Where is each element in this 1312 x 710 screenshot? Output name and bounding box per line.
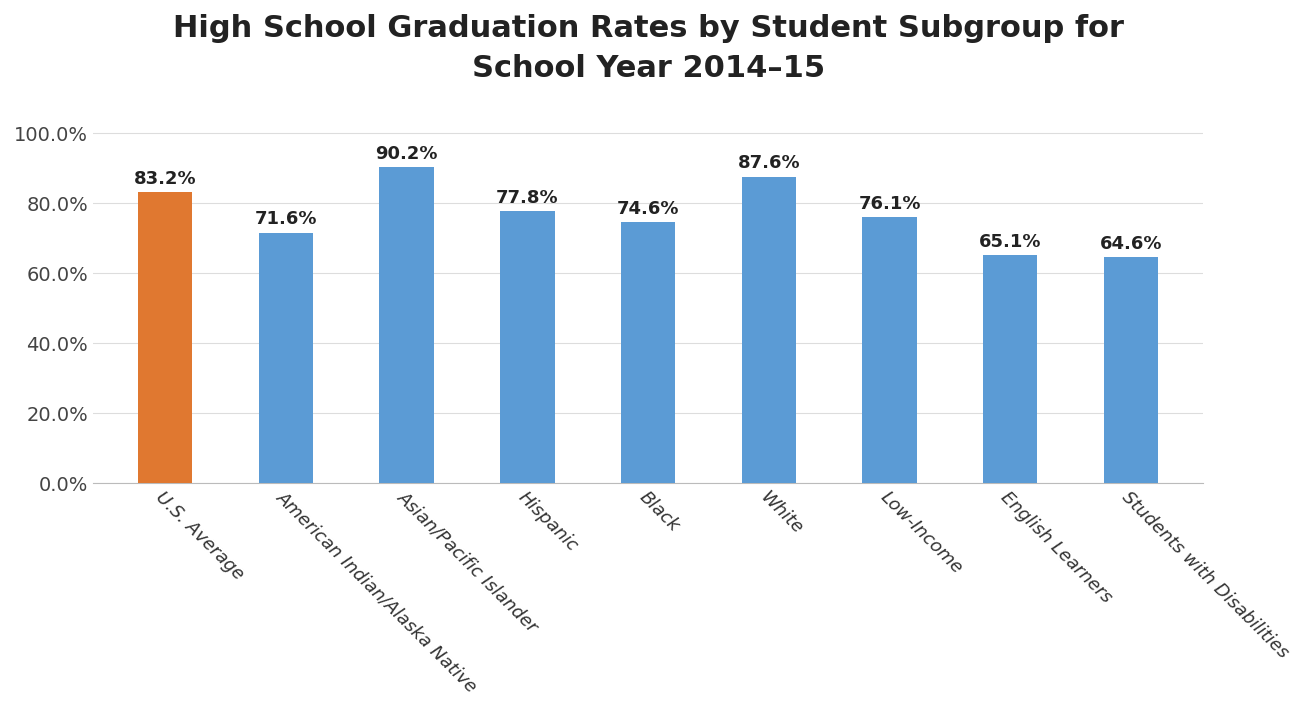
Bar (983, 256, 1038, 484)
Bar (1103, 257, 1158, 484)
Bar (258, 233, 314, 484)
Bar (741, 177, 796, 484)
Bar (379, 168, 434, 484)
Text: 71.6%: 71.6% (255, 210, 318, 229)
Bar (138, 192, 193, 484)
Title: High School Graduation Rates by Student Subgroup for
School Year 2014–15: High School Graduation Rates by Student … (173, 14, 1123, 83)
Text: 65.1%: 65.1% (979, 233, 1042, 251)
Text: 90.2%: 90.2% (375, 146, 438, 163)
Text: 77.8%: 77.8% (496, 189, 559, 207)
Text: 74.6%: 74.6% (617, 200, 680, 218)
Bar (500, 211, 555, 484)
Text: 64.6%: 64.6% (1099, 235, 1162, 253)
Bar (621, 222, 676, 484)
Text: 87.6%: 87.6% (737, 154, 800, 173)
Bar (862, 217, 917, 484)
Text: 76.1%: 76.1% (858, 195, 921, 213)
Text: 83.2%: 83.2% (134, 170, 197, 188)
